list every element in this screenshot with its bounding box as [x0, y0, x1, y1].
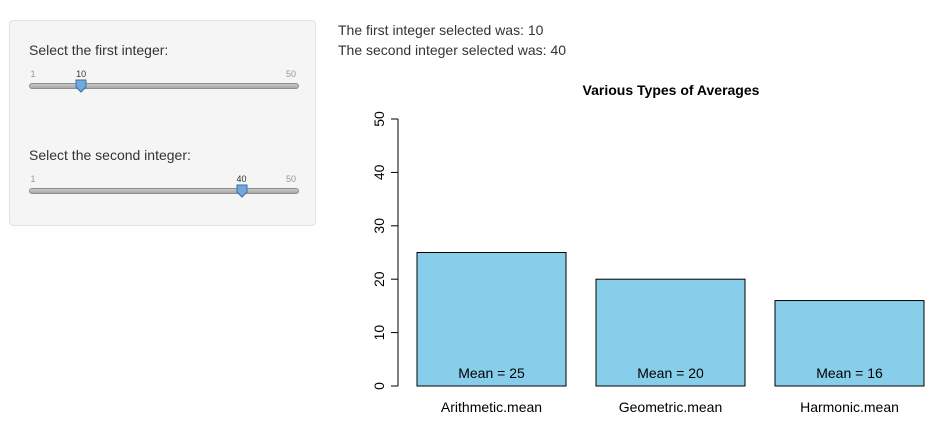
bar	[416, 252, 567, 387]
slider2-label: Select the second integer:	[29, 147, 191, 163]
first-integer-output: The first integer selected was: 10	[338, 22, 544, 38]
slider2-track[interactable]	[29, 188, 299, 194]
first-integer-slider[interactable]: 1 10 50	[29, 69, 299, 103]
second-integer-output: The second integer selected was: 40	[338, 42, 567, 58]
slider2-handle[interactable]	[236, 184, 248, 198]
slider1-label: Select the first integer:	[29, 42, 169, 58]
input-panel: Select the first integer: 1 10 50 Select…	[9, 20, 316, 226]
second-integer-slider[interactable]: 1 40 50	[29, 174, 299, 208]
y-tick-label: 0	[371, 382, 387, 390]
x-category-label: Arithmetic.mean	[441, 399, 542, 415]
slider1-handle[interactable]	[75, 79, 87, 93]
bar-value-label: Mean = 16	[816, 365, 883, 381]
bar-value-label: Mean = 20	[637, 365, 704, 381]
bar	[595, 278, 746, 387]
y-tick-label: 20	[371, 271, 387, 287]
y-tick-label: 40	[371, 164, 387, 180]
y-tick-label: 10	[371, 325, 387, 341]
chart-title: Various Types of Averages	[583, 82, 760, 98]
slider1-value-label: 10	[76, 69, 87, 79]
y-tick-label: 50	[371, 111, 387, 127]
slider2-min-label: 1	[30, 174, 36, 184]
slider2-value-label: 40	[236, 174, 247, 184]
slider1-min-label: 1	[30, 69, 36, 79]
x-category-label: Harmonic.mean	[800, 399, 899, 415]
averages-bar-chart: Various Types of Averages 0 10 20 30 40 50 Mean…	[371, 82, 925, 415]
slider1-max-label: 50	[285, 69, 297, 79]
bar-value-label: Mean = 25	[458, 365, 525, 381]
slider1-track[interactable]	[29, 83, 299, 89]
bar	[774, 300, 925, 387]
slider2-max-label: 50	[285, 174, 297, 184]
x-category-label: Geometric.mean	[619, 399, 722, 415]
y-tick-label: 30	[371, 218, 387, 234]
